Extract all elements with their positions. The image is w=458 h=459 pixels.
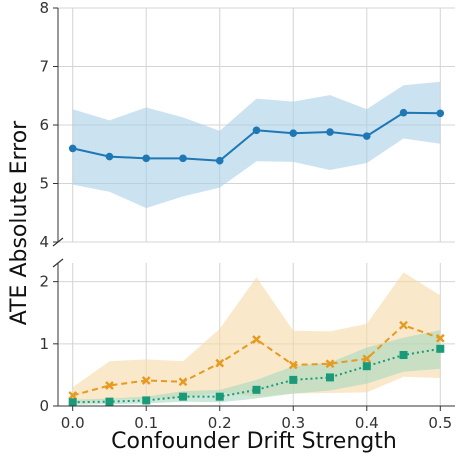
data-point [289, 129, 298, 137]
data-point [105, 381, 114, 390]
data-point [399, 108, 408, 117]
x-tick-label: 0.2 [208, 414, 232, 432]
series-line-bottom-0 [72, 324, 441, 397]
x-tick-label: 0.3 [281, 414, 305, 432]
y-axis-title: ATE Absolute Error [7, 120, 32, 325]
data-point [362, 354, 372, 364]
marker-layer [68, 108, 445, 407]
data-point [288, 360, 298, 370]
data-point [215, 392, 224, 401]
y-tick-label: 2 [39, 273, 49, 291]
data-point [436, 109, 445, 118]
y-tick-label: 0 [39, 397, 49, 415]
data-point [399, 320, 408, 330]
x-tick-label: 0.1 [134, 414, 158, 432]
data-point [289, 375, 298, 384]
data-point [326, 128, 334, 136]
data-point [105, 152, 114, 161]
x-tick-label: 0.0 [61, 414, 85, 432]
data-point [68, 144, 77, 153]
axis-break-mark [52, 258, 64, 268]
data-point [178, 392, 187, 401]
data-point [252, 126, 261, 135]
confidence-band-bottom-1 [72, 330, 441, 405]
data-point [436, 344, 445, 353]
data-point [178, 377, 188, 387]
data-point [252, 335, 261, 344]
y-tick-label: 7 [39, 58, 49, 76]
y-tick-label: 4 [39, 233, 49, 251]
data-point [68, 391, 78, 400]
data-point [215, 156, 224, 165]
axis-layer: 4 5 6 7 8 0 1 2 0.0 0.1 0.2 0.3 0.4 0.5 [39, 0, 455, 432]
data-point [362, 132, 371, 140]
x-axis-title: Confounder Drift Strength [111, 429, 397, 454]
data-point [68, 398, 77, 407]
confidence-band-layer [72, 81, 441, 405]
x-tick-label: 0.4 [355, 414, 379, 432]
data-point [215, 358, 225, 368]
y-tick-label: 8 [39, 0, 49, 17]
data-point [141, 376, 151, 385]
y-tick-label: 6 [39, 116, 49, 134]
axis-break-mark [52, 237, 64, 247]
confidence-band-top-0 [72, 81, 441, 209]
data-point [399, 351, 408, 360]
data-point [142, 396, 151, 405]
data-point [362, 362, 371, 371]
data-point [325, 359, 335, 369]
data-point [105, 397, 114, 406]
data-point [179, 154, 187, 163]
data-point [252, 385, 261, 394]
y-tick-label: 5 [39, 175, 49, 193]
data-point [435, 333, 445, 343]
data-point [326, 373, 335, 382]
x-tick-label: 0.5 [428, 414, 452, 432]
data-point [142, 154, 151, 163]
series-line-bottom-1 [72, 347, 441, 404]
y-tick-label: 1 [39, 335, 49, 353]
